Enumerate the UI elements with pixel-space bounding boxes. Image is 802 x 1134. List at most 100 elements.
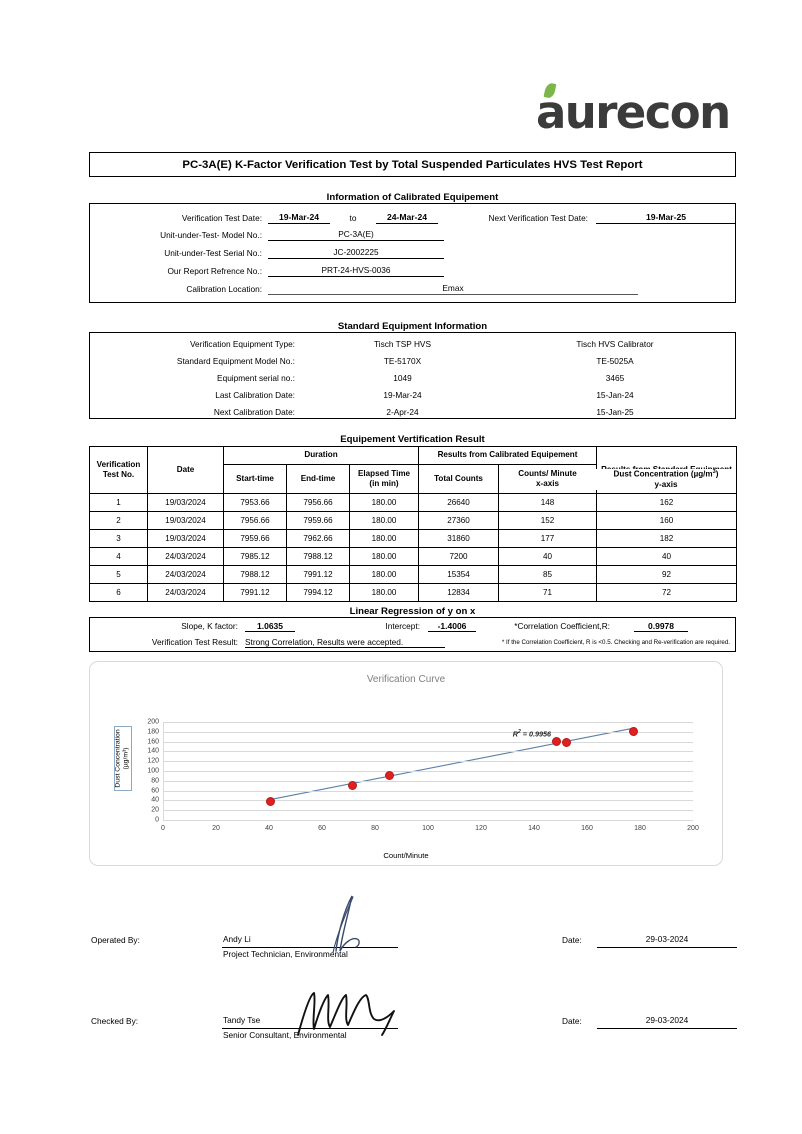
report-ref-label: Our Report Refrence No.: (167, 266, 262, 276)
intercept-value[interactable]: -1.4006 (428, 621, 476, 632)
chart-x-axis-label: Count/Minute (383, 851, 429, 860)
verification-test-date-label: Verification Test Date: (181, 213, 262, 223)
cell-total-counts: 31860 (418, 529, 500, 548)
std-c1-1: TE-5170X (383, 355, 422, 366)
chart-gridline (163, 800, 693, 802)
cell-date: 24/03/2024 (147, 547, 224, 566)
chart-gridline (163, 820, 693, 821)
calibration-location-label: Calibration Location: (186, 284, 262, 294)
cell-end-time: 7962.66 (286, 529, 350, 548)
cell-total-counts: 26640 (418, 493, 500, 512)
cell-test-no: 2 (89, 511, 148, 530)
verification-test-date-to[interactable]: 24-Mar-24 (376, 212, 438, 224)
cell-dust-concentration: 162 (596, 493, 738, 512)
operated-by-signature-mark (332, 895, 360, 954)
model-no-label: Unit-under-Test- Model No.: (160, 230, 262, 240)
chart-plot-area: 0 20 40 60 80 100 120 140 160 180 200 0 20 40 60 80 100 1… (147, 719, 699, 833)
linear-regression-panel (89, 617, 736, 652)
verification-test-date-from[interactable]: 19-Mar-24 (268, 212, 330, 224)
cell-start-time: 7956.66 (223, 511, 287, 530)
serial-no-value[interactable]: JC-2002225 (268, 247, 444, 259)
th-end-time: End-time (286, 464, 350, 494)
chart-data-point (628, 727, 638, 737)
cell-counts-minute: 152 (498, 511, 598, 530)
cell-start-time: 7953.66 (223, 493, 287, 512)
chart-y-tick-label: 60 (151, 787, 159, 795)
operated-by-name: Andy Li (223, 934, 251, 944)
chart-data-point (347, 781, 357, 791)
th-elapsed-l1: Elapsed Time (357, 468, 411, 478)
cell-dust-concentration: 40 (596, 547, 738, 566)
chart-data-point (551, 737, 561, 747)
cell-date: 19/03/2024 (147, 529, 224, 548)
chart-x-tick-label: 180 (634, 825, 646, 832)
verification-results-table: Verification Test No. Date Duration Resu… (89, 446, 738, 602)
row-verification-test-date: Verification Test Date: 19-Mar-24 to 24-… (110, 207, 438, 224)
chart-gridline (163, 771, 693, 772)
checked-by-name: Tandy Tse (223, 1015, 261, 1025)
chart-y-tick-label: 160 (147, 738, 159, 746)
std-c2-0: Tisch HVS Calibrator (576, 338, 654, 349)
std-c2-3: 15-Jan-24 (596, 389, 634, 400)
std-c2-2: 3465 (605, 372, 625, 383)
table-row: 6 24/03/2024 7991.12 7994.12 180.00 12834 71 72 (89, 583, 738, 602)
test-result-value[interactable]: Strong Correlation, Results were accepte… (245, 637, 445, 648)
calibration-location-value[interactable]: Emax (268, 283, 638, 295)
slope-value[interactable]: 1.0635 (245, 621, 295, 632)
th-date: Date (147, 446, 224, 494)
cell-elapsed: 180.00 (348, 583, 420, 602)
std-label-4: Next Calibration Date: (213, 406, 295, 417)
section-caption-standard: Standard Equipment Information (337, 321, 488, 332)
chart-trendline (269, 728, 632, 799)
next-verification-test-date-label: Next Verification Test Date: (488, 213, 588, 223)
std-row-1: Standard Equipment Model No.: TE-5170X T… (95, 351, 720, 370)
cell-elapsed: 180.00 (348, 565, 420, 584)
chart-x-tick-label: 200 (687, 825, 699, 832)
th-elapsed-l2: (in min) (369, 479, 399, 488)
correlation-label: *Correlation Coefficient,R: (514, 621, 610, 631)
standard-equipment-panel (89, 332, 736, 419)
chart-title: Verification Curve (366, 674, 446, 685)
checked-by-date-value: 29-03-2024 (645, 1015, 689, 1025)
next-verification-test-date-value[interactable]: 19-Mar-25 (596, 212, 736, 224)
report-ref-value[interactable]: PRT-24-HVS-0036 (268, 265, 444, 277)
std-label-3: Last Calibration Date: (215, 389, 295, 400)
chart-y-tick-label: 180 (147, 728, 159, 736)
cell-total-counts: 15354 (418, 565, 500, 584)
cell-elapsed: 180.00 (348, 529, 420, 548)
intercept-label: Intercept: (385, 621, 420, 631)
chart-x-tick-label: 140 (528, 825, 540, 832)
chart-x-tick-label: 100 (422, 825, 434, 832)
std-label-1: Standard Equipment Model No.: (176, 355, 295, 366)
row-serial-no: Unit-under-Test Serial No.: JC-2002225 (110, 242, 444, 259)
cell-dust-concentration: 160 (596, 511, 738, 530)
page-title: PC-3A(E) K-Factor Verification Test by T… (182, 158, 643, 171)
std-c2-4: 15-Jan-25 (596, 406, 634, 417)
table-row: 4 24/03/2024 7985.12 7988.12 180.00 7200 40 40 (89, 547, 738, 566)
chart-data-point (562, 738, 572, 748)
checked-by-label: Checked By: (91, 1016, 139, 1026)
cell-counts-minute: 71 (498, 583, 598, 602)
chart-y-axis-label-l1: Dust Concentration (114, 729, 122, 788)
table-row: 1 19/03/2024 7953.66 7956.66 180.00 26640 148 1… (89, 493, 738, 512)
th-calibrated-group: Results from Calibrated Equipement (418, 446, 598, 465)
model-no-value[interactable]: PC-3A(E) (268, 229, 444, 241)
std-row-4: Next Calibration Date: 2-Apr-24 15-Jan-2… (95, 402, 720, 421)
cell-counts-minute: 148 (498, 493, 598, 512)
verification-curve-chart: Verification Curve (89, 661, 723, 866)
th-test-no: Verification Test No. (89, 446, 148, 494)
chart-y-tick-label: 140 (147, 747, 159, 755)
chart-gridline (163, 780, 693, 782)
chart-y-tick-label: 200 (147, 718, 159, 726)
cell-dust-concentration: 92 (596, 565, 738, 584)
row-report-reference: Our Report Refrence No.: PRT-24-HVS-0036 (110, 260, 444, 277)
correlation-value[interactable]: 0.9978 (634, 621, 688, 632)
std-row-3: Last Calibration Date: 19-Mar-24 15-Jan-… (95, 385, 720, 404)
checked-by-role: Senior Consultant, Environmental (223, 1030, 347, 1040)
serial-no-label: Unit-under-Test Serial No.: (164, 248, 262, 258)
cell-test-no: 1 (89, 493, 148, 512)
std-c1-2: 1049 (393, 372, 412, 383)
checked-by-date-rule (597, 1028, 737, 1029)
chart-gridline (163, 761, 693, 763)
chart-y-tick-label: 0 (155, 816, 159, 824)
